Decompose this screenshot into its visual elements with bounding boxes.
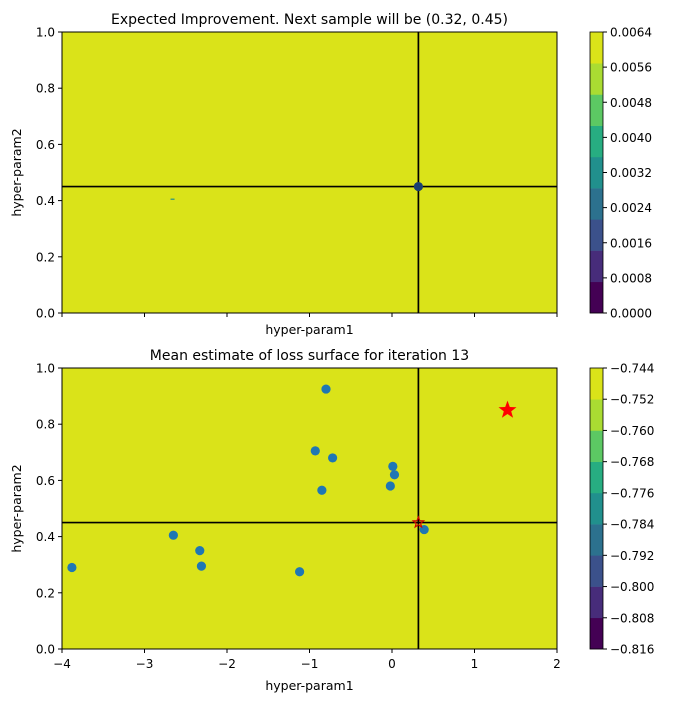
sample-point (388, 461, 398, 471)
y-tick-label: 0.4 (36, 194, 55, 208)
colorbar-tick-label: −0.808 (610, 611, 654, 625)
colorbar-tick-label: 0.0040 (610, 131, 652, 145)
y-tick-label: 0.6 (36, 138, 55, 152)
contour-fill (62, 32, 557, 313)
sample-point (168, 530, 178, 540)
chart-panel-2: −4 −3 −2 −1 0 1 2 0.0 0.2 0.4 0.6 0.8 1.0 Mean estima… (9, 348, 654, 693)
colorbar-tick-label: 0.0016 (610, 236, 652, 250)
colorbar-tick-label: 0.0008 (610, 271, 652, 285)
x-tick-label: 0 (388, 657, 396, 671)
y-tick-label: 0.0 (36, 643, 55, 657)
y-tick-label: 1.0 (36, 26, 55, 40)
x-tick-label: −3 (136, 657, 154, 671)
colorbar-tick-label: 0.0032 (610, 166, 652, 180)
colorbar: 0.0000 0.0008 0.0016 0.0024 0.0032 0.0040 0.00… (589, 26, 652, 321)
colorbar-band (590, 188, 603, 220)
colorbar-band (590, 617, 603, 650)
colorbar-tick-label: −0.776 (610, 486, 654, 500)
sample-point (310, 446, 320, 456)
colorbar-band (590, 368, 603, 400)
colorbar-tick-label: −0.792 (610, 549, 654, 563)
colorbar-band (590, 125, 603, 158)
x-tick-label: 1 (471, 657, 479, 671)
x-axis-label: hyper-param1 (265, 322, 353, 337)
x-tick-label: −1 (301, 657, 319, 671)
sample-point (195, 546, 205, 556)
y-tick-label: 1.0 (36, 362, 55, 376)
colorbar-band (590, 63, 603, 95)
colorbar-band (590, 430, 603, 462)
colorbar-tick-label: −0.784 (610, 518, 654, 532)
y-axis-label: hyper-param2 (9, 128, 24, 216)
colorbar-tick-label: −0.744 (610, 362, 654, 376)
colorbar-tick-label: −0.800 (610, 580, 654, 594)
colorbar-band (590, 156, 603, 189)
x-axis-label: hyper-param1 (265, 678, 353, 693)
next-sample-marker (413, 181, 423, 192)
colorbar-band (590, 219, 603, 251)
sample-point (295, 567, 305, 577)
sample-point (317, 485, 327, 495)
best-point-star (498, 400, 517, 418)
y-tick-label: 0.0 (36, 307, 55, 321)
x-tick-label: 2 (553, 657, 561, 671)
sample-point (67, 562, 77, 573)
colorbar-band (590, 586, 603, 619)
y-tick-label: 0.2 (36, 250, 55, 264)
colorbar-frame (589, 367, 604, 650)
chart-title: Mean estimate of loss surface for iterat… (150, 348, 469, 364)
colorbar-band (590, 555, 603, 587)
sample-point (385, 481, 395, 491)
sample-point (389, 470, 400, 480)
next-sample-star (411, 515, 426, 529)
sample-point (328, 453, 338, 463)
colorbar-tick-label: −0.760 (610, 424, 654, 438)
sample-point (321, 384, 331, 394)
colorbar-tick-label: 0.0048 (610, 96, 652, 110)
colorbar-band (590, 250, 603, 283)
x-tick-label: −4 (53, 657, 71, 671)
y-tick-label: 0.8 (36, 418, 55, 432)
y-tick-label: 0.4 (36, 530, 55, 544)
colorbar-tick-label: 0.0000 (610, 307, 652, 321)
y-tick-label: 0.2 (36, 586, 55, 600)
colorbar-tick-label: −0.768 (610, 455, 654, 469)
x-tick-label: −2 (218, 657, 236, 671)
colorbar-tick-label: 0.0024 (610, 201, 652, 215)
colorbar-tick-label: 0.0056 (610, 61, 652, 75)
colorbar-tick-label: 0.0064 (610, 26, 652, 40)
colorbar-band (590, 492, 603, 525)
colorbar-band (590, 399, 603, 431)
chart-title: Expected Improvement. Next sample will b… (111, 12, 508, 28)
contour-fill (62, 368, 557, 649)
colorbar-band (590, 281, 603, 314)
sample-point (196, 561, 207, 571)
colorbar-band (590, 461, 603, 494)
y-tick-label: 0.8 (36, 82, 55, 96)
chart-panel-1: 0.0 0.2 0.4 0.6 0.8 1.0 Expected Improvement. … (9, 12, 652, 337)
colorbar-band (590, 32, 603, 64)
colorbar-tick-label: −0.816 (610, 643, 654, 657)
colorbar: −0.816 −0.808 −0.800 −0.792 −0.784 −0.776 −0.7… (589, 362, 654, 657)
colorbar-tick-label: −0.752 (610, 393, 654, 407)
colorbar-band (590, 94, 603, 126)
colorbar-band (590, 524, 603, 556)
y-axis-label: hyper-param2 (9, 464, 24, 552)
y-tick-label: 0.6 (36, 474, 55, 488)
